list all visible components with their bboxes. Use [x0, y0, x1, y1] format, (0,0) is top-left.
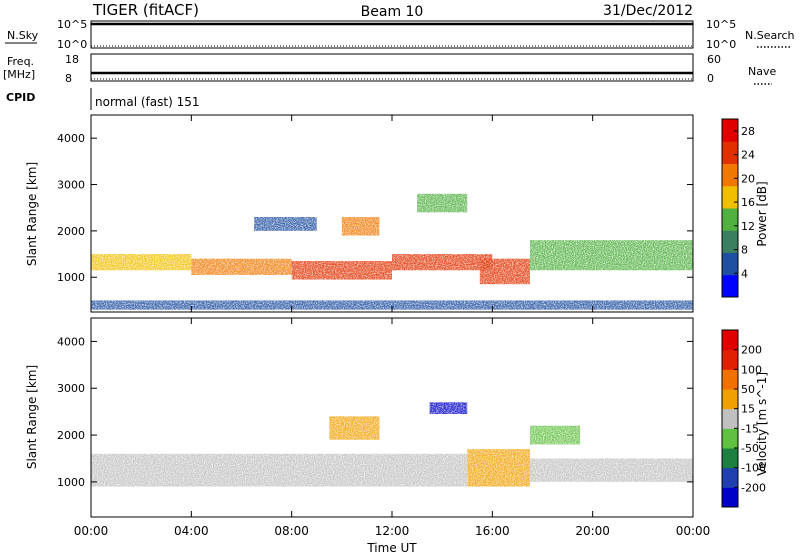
power-colorbar-label-3: 16 — [741, 196, 755, 209]
power-colorbar-swatch-7 — [722, 119, 738, 142]
x-tick-label-0: 00:00 — [74, 524, 109, 538]
power-colorbar-label: Power [dB] — [755, 181, 769, 246]
power-colorbar-label-1: 8 — [741, 244, 748, 257]
freq-unit-label: [MHz] — [3, 68, 35, 81]
velocity-colorbar-swatch-6 — [722, 369, 738, 390]
velocity-colorbar-swatch-1 — [722, 467, 738, 488]
nave-tick-top: 60 — [707, 53, 721, 66]
x-tick-label-3: 12:00 — [375, 524, 410, 538]
beam-title: Beam 10 — [361, 4, 424, 20]
velocity-colorbar-swatch-4 — [722, 408, 738, 429]
velocity-panel: 1000 2000 3000 4000 Slant Range [km] — [25, 317, 694, 518]
power-ytick-label-1: 2000 — [57, 225, 85, 238]
freq-tick-top: 18 — [65, 53, 79, 66]
velocity-ytick-label-2: 3000 — [57, 382, 85, 395]
power-panel: 1000 2000 3000 4000 Slant Range [km] — [25, 114, 694, 313]
velocity-colorbar-swatch-2 — [722, 448, 738, 469]
velocity-colorbar-swatch-7 — [722, 349, 738, 370]
x-axis-label: Time UT — [366, 541, 417, 554]
power-colorbar-swatch-1 — [722, 252, 738, 276]
power-colorbar-label-5: 24 — [741, 149, 755, 162]
freq-label: Freq. — [7, 55, 34, 68]
nsky-tick-top: 10^5 — [57, 18, 87, 31]
nsearch-tick-bottom: 10^0 — [706, 38, 736, 51]
velocity-speckle — [91, 318, 693, 517]
power-y-label: Slant Range [km] — [25, 162, 39, 266]
station-title: TIGER (fitACF) — [92, 1, 199, 19]
power-ytick-label-2: 3000 — [57, 179, 85, 192]
date-title: 31/Dec/2012 — [603, 3, 693, 19]
power-colorbar-swatch-0 — [722, 274, 738, 298]
x-tick-label-5: 20:00 — [575, 524, 610, 538]
x-tick-label-2: 08:00 — [274, 524, 309, 538]
power-colorbar-swatch-3 — [722, 208, 738, 231]
velocity-colorbar-label-1: 100 — [741, 363, 762, 376]
x-axis: 00:00 04:00 08:00 12:00 16:00 20:00 00:00 — [74, 115, 711, 538]
power-ytick-label-3: 4000 — [57, 132, 85, 145]
velocity-colorbar-swatch-8 — [722, 330, 738, 351]
velocity-colorbar-label-6: -100 — [741, 462, 766, 475]
cpid-value: normal (fast) 151 — [95, 95, 199, 109]
power-colorbar-swatch-4 — [722, 185, 738, 209]
velocity-ytick-label-3: 4000 — [57, 335, 85, 348]
freq-strip — [90, 53, 694, 82]
power-colorbar-label-0: 4 — [741, 267, 748, 280]
power-colorbar-label-4: 20 — [741, 172, 755, 185]
nsky-tick-bottom: 10^0 — [57, 38, 87, 51]
nave-tick-bottom: 0 — [707, 72, 714, 85]
velocity-colorbar-label-3: 15 — [741, 403, 755, 416]
x-tick-label-6: 00:00 — [676, 524, 711, 538]
velocity-colorbar-frame — [721, 329, 739, 508]
velocity-colorbar-swatch-0 — [722, 487, 738, 508]
power-ytick-label-0: 1000 — [57, 271, 85, 284]
power-colorbar-label-2: 12 — [741, 220, 755, 233]
velocity-ytick-label-1: 2000 — [57, 429, 85, 442]
velocity-colorbar-swatch-3 — [722, 428, 738, 449]
velocity-ytick-label-0: 1000 — [57, 476, 85, 489]
nsearch-tick-top: 10^5 — [706, 18, 736, 31]
nsky-strip — [90, 20, 694, 49]
power-colorbar-swatch-2 — [722, 230, 738, 253]
nave-label: Nave — [748, 65, 776, 78]
cpid-label: CPID — [6, 91, 35, 104]
velocity-y-ticks: 1000 2000 3000 4000 — [57, 335, 693, 489]
power-colorbar-frame — [721, 118, 739, 298]
power-colorbar-swatch-6 — [722, 141, 738, 164]
velocity-y-label: Slant Range [km] — [25, 365, 39, 469]
nsearch-label: N.Search — [745, 29, 795, 42]
velocity-colorbar-label-5: -50 — [741, 442, 759, 455]
velocity-colorbar-label-0: 200 — [741, 344, 762, 357]
velocity-colorbar-label-4: -15 — [741, 422, 759, 435]
nsky-label: N.Sky — [7, 29, 39, 42]
x-tick-label-1: 04:00 — [174, 524, 209, 538]
power-speckle — [91, 115, 693, 312]
velocity-colorbar: 200 100 50 15 -15 -50 -100 -200 — [721, 329, 766, 508]
velocity-colorbar-label-2: 50 — [741, 383, 755, 396]
velocity-colorbar-label-7: -200 — [741, 481, 766, 494]
power-colorbar-swatch-5 — [722, 163, 738, 187]
power-colorbar-label-6: 28 — [741, 125, 755, 138]
x-tick-label-4: 16:00 — [475, 524, 510, 538]
velocity-colorbar-label: Velocity [m s^-1] — [755, 372, 769, 476]
freq-tick-bottom: 8 — [65, 72, 72, 85]
power-y-ticks: 1000 2000 3000 4000 — [57, 132, 693, 284]
velocity-colorbar-swatch-5 — [722, 389, 738, 410]
power-colorbar: 4 8 12 16 20 24 28 — [721, 118, 755, 298]
